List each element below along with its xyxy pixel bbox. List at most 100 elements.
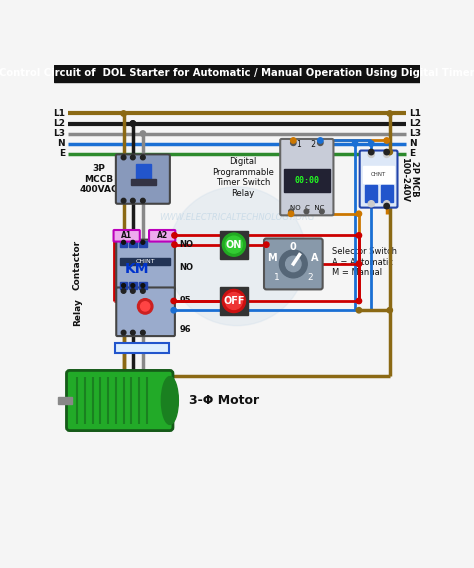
Circle shape [387,111,392,116]
Circle shape [122,283,126,287]
Bar [381,185,393,202]
Text: 95: 95 [179,296,191,306]
Text: A: A [311,253,319,263]
Circle shape [226,236,242,253]
Bar [120,241,128,247]
Circle shape [226,293,242,310]
FancyBboxPatch shape [116,240,175,290]
Circle shape [387,307,392,313]
Bar [220,231,248,258]
Bar [139,241,147,247]
Text: 00:00: 00:00 [294,176,319,185]
Bar [139,282,147,289]
Circle shape [291,138,296,143]
FancyBboxPatch shape [360,151,398,208]
Text: OFF: OFF [223,296,245,306]
Bar [54,65,420,82]
Text: L3: L3 [409,129,421,138]
FancyBboxPatch shape [114,230,140,241]
FancyBboxPatch shape [264,239,323,290]
Text: Digital
Programmable
Timer Switch
Relay: Digital Programmable Timer Switch Relay [212,157,274,198]
Text: 1    2: 1 2 [297,140,316,149]
Circle shape [356,261,362,266]
Text: Selector Switch
A = Automatic
M = Manual: Selector Switch A = Automatic M = Manual [332,248,397,277]
Text: CHNT: CHNT [371,172,386,177]
Circle shape [121,198,126,203]
Text: KM: KM [125,262,150,277]
Text: N: N [57,139,65,148]
Circle shape [131,283,135,287]
Circle shape [319,209,324,214]
Circle shape [137,299,153,314]
Text: NO: NO [179,240,193,249]
Circle shape [141,240,145,244]
Circle shape [291,140,296,145]
Circle shape [171,307,176,313]
Bar [131,179,156,185]
Circle shape [172,233,177,238]
Circle shape [130,289,135,293]
Circle shape [171,298,176,304]
Bar [220,287,248,315]
Text: Relay: Relay [73,298,82,325]
Circle shape [384,149,389,154]
Circle shape [141,289,145,293]
Text: L2: L2 [53,119,65,128]
Circle shape [141,283,145,287]
Text: E: E [59,149,65,158]
FancyBboxPatch shape [280,139,333,215]
Text: L2: L2 [409,119,421,128]
Bar [365,185,377,202]
Circle shape [130,198,135,203]
Circle shape [383,151,390,157]
Circle shape [318,138,323,143]
Bar [120,258,170,265]
Circle shape [356,307,362,313]
Circle shape [122,240,126,244]
Text: N: N [409,139,417,148]
FancyBboxPatch shape [149,230,175,241]
Text: L3: L3 [53,129,65,138]
Circle shape [130,155,135,160]
Bar [363,166,393,183]
Text: E: E [409,149,415,158]
Circle shape [352,141,358,147]
Circle shape [172,242,177,247]
Text: Control Circuit of  DOL Starter for Automatic / Manual Operation Using Digital T: Control Circuit of DOL Starter for Autom… [0,68,474,78]
Bar [284,169,329,192]
Circle shape [141,331,145,335]
FancyBboxPatch shape [115,343,169,353]
Text: WWW.ELECTRICALTECHNOLOGY.ORG: WWW.ELECTRICALTECHNOLOGY.ORG [159,213,315,222]
Text: 0: 0 [290,242,297,252]
Bar [120,282,128,289]
Text: NO: NO [179,264,193,272]
Circle shape [121,111,126,116]
Circle shape [121,289,126,293]
Text: 3-Φ Motor: 3-Φ Motor [189,394,259,407]
Circle shape [130,331,135,335]
Circle shape [384,138,389,143]
Circle shape [140,131,146,136]
Circle shape [356,211,362,216]
Circle shape [141,155,145,160]
Circle shape [368,151,374,157]
Bar [58,398,72,404]
Text: L1: L1 [53,109,65,118]
Text: 1: 1 [273,273,279,282]
Text: M: M [267,253,276,263]
Circle shape [383,201,390,207]
Circle shape [141,302,150,311]
Circle shape [280,250,307,278]
Circle shape [289,209,293,214]
FancyBboxPatch shape [116,154,170,204]
Circle shape [121,331,126,335]
Ellipse shape [161,377,178,424]
Text: 96: 96 [179,325,191,334]
Circle shape [121,155,126,160]
Circle shape [304,209,309,214]
Circle shape [131,240,135,244]
Text: U1   V1   W1: U1 V1 W1 [119,345,167,351]
FancyBboxPatch shape [116,287,175,336]
Circle shape [130,121,136,126]
Circle shape [288,211,294,216]
